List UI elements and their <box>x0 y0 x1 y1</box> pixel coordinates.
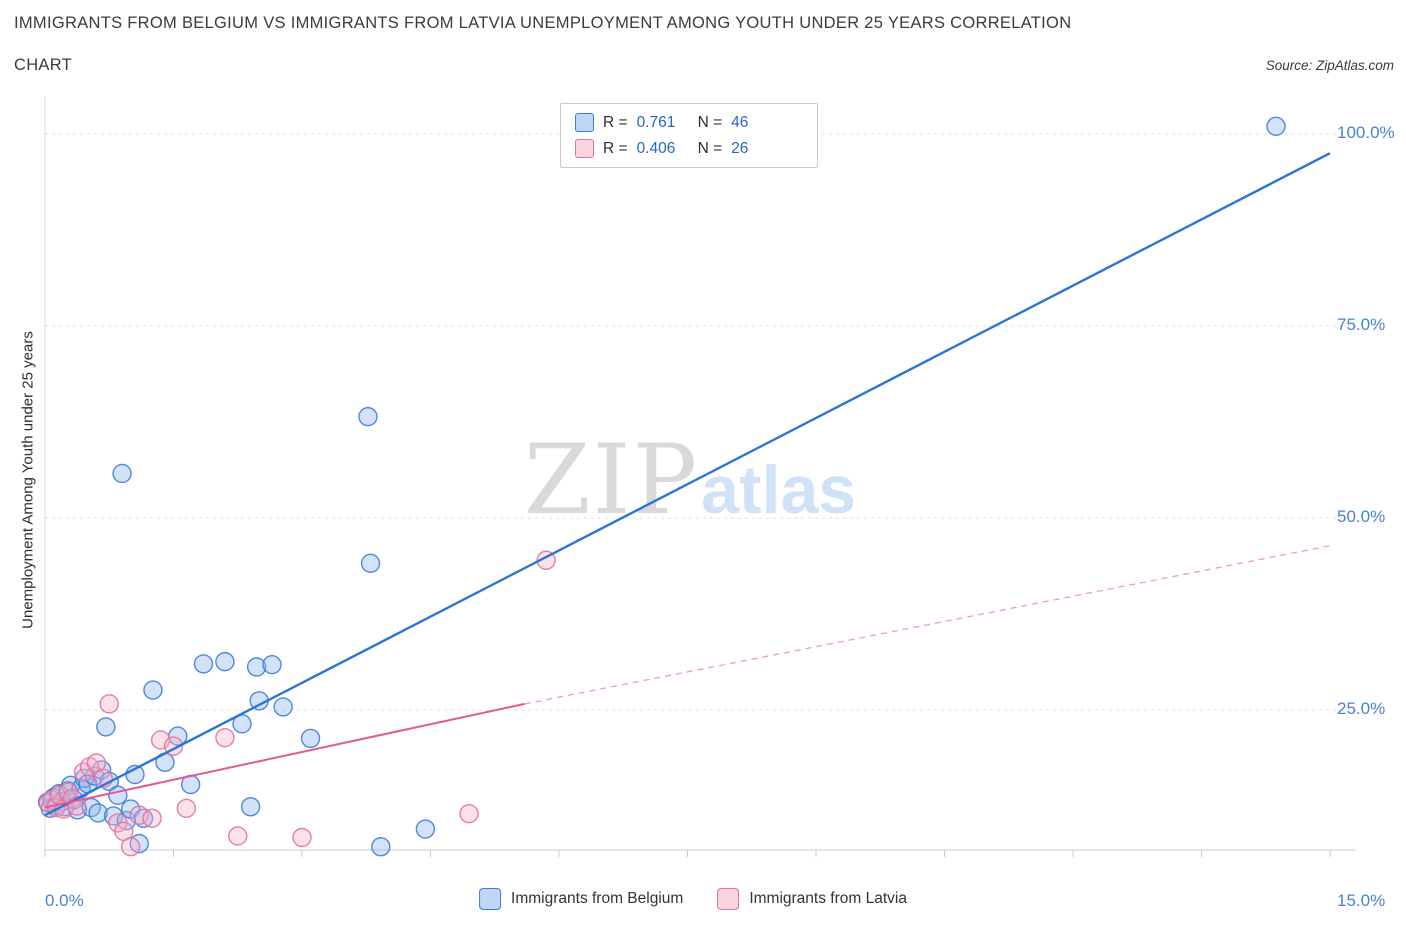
n-label: N = <box>697 113 723 131</box>
scatter-point-latvia <box>292 827 312 848</box>
latvia-trend-line <box>44 702 525 809</box>
scatter-point-belgium <box>273 697 293 717</box>
scatter-point-belgium <box>358 406 378 427</box>
y-tick-label-100: 100.0% <box>1337 123 1395 142</box>
scatter-point-belgium <box>143 680 163 700</box>
legend-item-belgium[interactable]: Immigrants from Belgium <box>479 888 683 910</box>
r-value-belgium: 0.761 <box>636 113 676 131</box>
scatter-point-latvia <box>99 694 119 714</box>
scatter-point-belgium <box>193 654 214 674</box>
series-legend: Immigrants from Belgium Immigrants from … <box>479 888 907 910</box>
y-tick-label-75: 75.0% <box>1337 315 1386 334</box>
scatter-point-belgium <box>246 657 267 677</box>
x-tick-label-min: 0.0% <box>45 891 84 910</box>
legend-row-belgium: R = 0.761 N = 46 <box>575 113 803 132</box>
scatter-point-latvia <box>459 803 479 824</box>
latvia-swatch-icon <box>717 888 740 910</box>
r-value-latvia: 0.406 <box>636 139 676 157</box>
latvia-trend-line <box>524 544 1335 705</box>
scatter-point-latvia <box>228 826 248 846</box>
n-label: N = <box>697 139 723 157</box>
scatter-point-belgium <box>262 654 282 675</box>
scatter-point-belgium <box>88 803 108 823</box>
legend-item-latvia[interactable]: Immigrants from Latvia <box>717 888 907 910</box>
n-value-belgium: 46 <box>731 113 749 131</box>
legend-item-label: Immigrants from Belgium <box>511 890 684 907</box>
scatter-point-belgium <box>240 797 261 817</box>
scatter-point-belgium <box>360 553 381 574</box>
correlation-legend-box: R = 0.761 N = 46 R = 0.406 N = 26 <box>560 103 818 168</box>
page-title-line1: IMMIGRANTS FROM BELGIUM VS IMMIGRANTS FR… <box>14 14 1072 32</box>
latvia-swatch-icon <box>575 139 594 158</box>
scatter-point-belgium <box>112 463 132 484</box>
scatter-point-latvia <box>176 798 197 819</box>
page-title-line2: CHART <box>14 56 73 74</box>
scatter-point-belgium <box>371 837 391 857</box>
source-attribution: Source: ZipAtlas.com <box>1265 58 1394 73</box>
belgium-swatch-icon <box>479 888 502 910</box>
scatter-point-latvia <box>215 727 235 748</box>
r-label: R = <box>603 139 628 157</box>
y-tick-label-50: 50.0% <box>1337 507 1386 526</box>
scatter-point-belgium <box>108 785 128 805</box>
legend-row-latvia: R = 0.406 N = 26 <box>575 139 803 158</box>
r-label: R = <box>603 113 628 131</box>
scatter-point-belgium <box>96 717 116 737</box>
scatter-point-belgium <box>415 819 436 839</box>
scatter-point-belgium <box>300 728 321 749</box>
y-axis-title: Unemployment Among Youth under 25 years <box>19 331 37 629</box>
scatter-point-latvia <box>120 837 141 857</box>
scatter-point-belgium <box>1266 116 1286 137</box>
legend-item-label: Immigrants from Latvia <box>749 890 907 907</box>
belgium-trend-line <box>44 152 1331 817</box>
x-tick-label-max: 15.0% <box>1337 891 1386 910</box>
n-value-latvia: 26 <box>731 139 749 157</box>
y-tick-label-25: 25.0% <box>1337 699 1386 718</box>
scatter-point-belgium <box>215 651 235 672</box>
belgium-swatch-icon <box>575 113 594 132</box>
scatter-point-latvia <box>142 808 162 828</box>
